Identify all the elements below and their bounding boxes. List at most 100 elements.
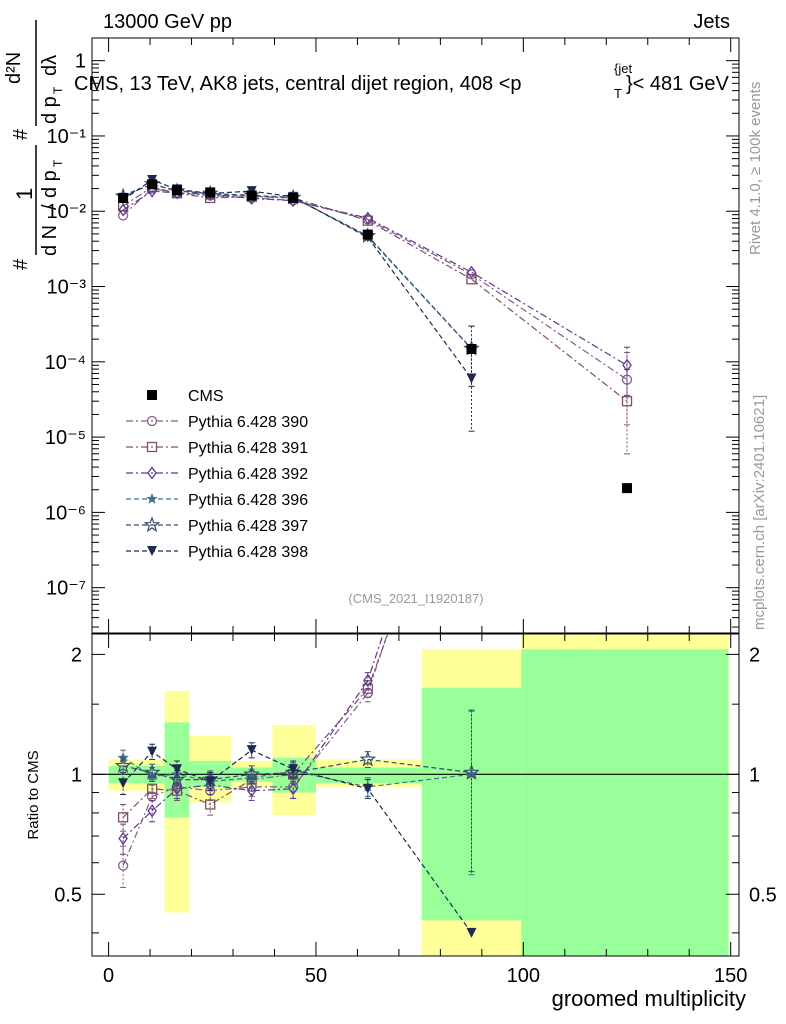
series-line — [122, 187, 628, 381]
main-y-label: # 1 d N / d p T # d²N d p T dλ — [3, 20, 65, 270]
title-sup: {jet — [614, 61, 632, 76]
data-marker — [288, 782, 298, 796]
series-p392 — [118, 184, 632, 396]
data-marker — [147, 546, 157, 556]
main-y-tick-label: 10⁻⁷ — [46, 578, 86, 600]
data-marker — [118, 192, 129, 203]
data-marker — [466, 373, 477, 384]
data-marker — [143, 516, 161, 533]
series-line — [122, 634, 384, 839]
x-tick-label: 100 — [507, 965, 540, 987]
main-y-tick-label: 10⁻² — [47, 201, 87, 223]
band-green — [315, 767, 422, 784]
series-p396 — [117, 178, 478, 388]
legend-item-p397: Pythia 6.428 397 — [126, 516, 308, 535]
data-marker — [118, 778, 129, 789]
data-marker — [621, 396, 633, 407]
x-axis-label: groomed multiplicity — [552, 986, 746, 1011]
data-marker — [205, 187, 216, 198]
data-marker — [205, 799, 216, 810]
title-main: CMS, 13 TeV, AK8 jets, central dijet reg… — [74, 73, 522, 95]
ylabel-dpT-2: d p — [39, 96, 61, 124]
band-green — [521, 649, 729, 956]
data-marker — [172, 782, 182, 796]
data-marker — [363, 211, 373, 225]
main-y-tick-label: 10⁻⁴ — [45, 352, 86, 374]
legend-item-p391: Pythia 6.428 391 — [126, 440, 308, 457]
legend-label: Pythia 6.428 391 — [188, 440, 308, 457]
data-marker — [362, 229, 373, 240]
main-series — [114, 174, 633, 494]
data-marker — [147, 746, 158, 757]
data-marker — [466, 265, 477, 279]
data-marker — [466, 274, 477, 285]
legend-item-p396: Pythia 6.428 396 — [126, 492, 308, 509]
title-end: }< 481 GeV — [626, 73, 730, 95]
data-marker — [463, 763, 480, 780]
data-marker — [147, 179, 158, 190]
legend-label: Pythia 6.428 390 — [188, 414, 308, 431]
ylabel-T-2: T — [51, 86, 65, 94]
data-marker — [172, 185, 183, 196]
data-marker — [246, 784, 257, 798]
ratio-y-tick-label: 1 — [71, 764, 82, 786]
side-mcplots: mcplots.cern.ch [arXiv:2401.10621] — [751, 395, 768, 630]
series-line — [122, 179, 472, 379]
main-y-tick-label: 10⁻³ — [47, 277, 87, 299]
data-marker — [465, 768, 478, 780]
data-marker — [622, 358, 632, 372]
legend: CMS Pythia 6.428 390 Pythia 6.428 391 Pythi… — [126, 388, 308, 561]
data-marker — [117, 860, 129, 871]
data-marker — [172, 764, 183, 775]
legend-label: Pythia 6.428 392 — [188, 466, 308, 483]
data-marker — [622, 483, 633, 494]
main-y-tick-label: 10⁻⁶ — [45, 502, 86, 524]
data-marker — [362, 683, 373, 694]
band-green — [272, 757, 316, 793]
main-axes: 10⁻⁷ 10⁻⁶ 10⁻⁵ 10⁻⁴ 10⁻³ 10⁻² 10⁻¹ 1 — [45, 37, 739, 633]
legend-label: Pythia 6.428 396 — [188, 492, 308, 509]
ratio-y-tick-label: 0.5 — [54, 884, 82, 906]
ratio-frame — [91, 633, 740, 957]
main-y-tick-label: 10⁻⁵ — [45, 427, 86, 449]
plot-title: CMS, 13 TeV, AK8 jets, central dijet reg… — [74, 61, 730, 101]
data-marker — [118, 203, 128, 217]
data-marker — [168, 770, 186, 787]
data-marker — [363, 673, 373, 688]
series-line — [122, 758, 472, 781]
ylabel-slash: / — [39, 204, 61, 210]
data-marker — [143, 763, 161, 780]
data-marker — [146, 441, 158, 453]
series-cms — [118, 179, 633, 494]
legend-label: CMS — [188, 388, 224, 405]
data-marker — [243, 765, 260, 782]
analysis-id: (CMS_2021_I1920187) — [348, 591, 483, 606]
x-tick-label: 50 — [305, 965, 327, 987]
legend-item-cms: CMS — [147, 388, 224, 405]
data-marker — [146, 415, 158, 427]
data-marker — [362, 783, 373, 794]
ylabel-hash-right: # — [10, 128, 32, 140]
title-sub: T — [614, 86, 622, 101]
ratio-series — [114, 402, 480, 938]
header-right: Jets — [693, 11, 730, 33]
ylabel-dlambda: dλ — [39, 55, 61, 76]
x-tick-label: 0 — [103, 965, 114, 987]
data-marker — [467, 402, 476, 411]
ratio-axes: 0.5 0.5 1 1 2 2 0 50 100 150 — [54, 634, 777, 987]
ylabel-T: T — [51, 159, 65, 167]
series-line — [122, 184, 472, 350]
ylabel-one: 1 — [12, 188, 37, 200]
series-line — [122, 183, 472, 350]
main-frame — [91, 37, 740, 634]
ratio-y-tick-label-right: 2 — [749, 644, 760, 666]
main-y-tick-label: 1 — [75, 51, 86, 73]
data-marker — [147, 466, 157, 480]
ratio-y-tick-label-right: 1 — [749, 764, 760, 786]
ratio-y-tick-label: 2 — [71, 644, 82, 666]
legend-item-p392: Pythia 6.428 392 — [126, 466, 308, 483]
ylabel-hash-left: # — [10, 258, 32, 270]
data-marker — [246, 745, 257, 756]
data-marker — [147, 804, 157, 818]
